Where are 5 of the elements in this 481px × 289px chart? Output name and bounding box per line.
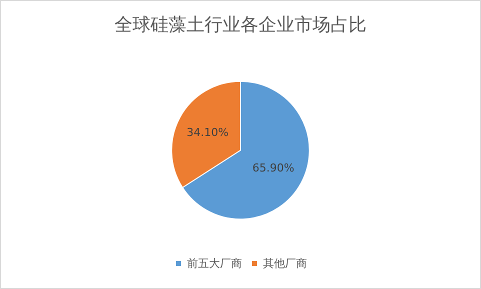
data-label: 65.90% <box>252 162 294 175</box>
chart-title: 全球硅藻土行业各企业市场占比 <box>114 14 366 36</box>
data-label: 34.10% <box>186 126 229 139</box>
legend-label: 其他厂商 <box>263 257 307 270</box>
legend-label: 前五大厂商 <box>187 257 242 270</box>
